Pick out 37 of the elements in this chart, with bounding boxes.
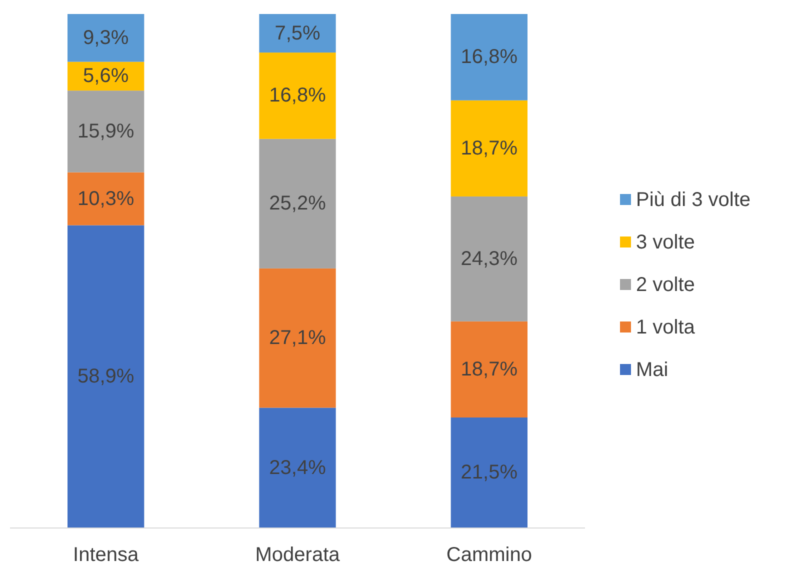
x-tick-label: Intensa [73,544,140,566]
bar [450,100,528,196]
legend-label: Più di 3 volte [636,189,751,211]
bar [68,225,144,528]
data-label: 7,5% [274,22,321,44]
bar [68,172,144,226]
legend-label: Mai [636,359,668,381]
bar [450,14,528,100]
legend-label: 1 volta [636,316,696,338]
data-label: 9,3% [83,26,129,49]
data-label: 25,2% [269,192,326,215]
bar [259,14,336,53]
bar [68,90,144,172]
bar [259,52,336,139]
x-tick-label: Cammino [446,544,532,566]
data-label: 18,7% [460,358,518,380]
data-label: 27,1% [269,327,326,350]
data-label: 15,9% [77,120,134,142]
bar [259,138,336,268]
bar [450,417,528,528]
bar [450,321,528,418]
data-label: 24,3% [460,248,518,270]
data-label: 5,6% [83,65,129,88]
data-label: 58,9% [77,366,134,388]
data-label: 21,5% [460,462,518,484]
bar [259,408,336,528]
data-label: 16,8% [460,46,518,68]
legend-label: 3 volte [636,232,695,254]
data-label: 18,7% [460,137,518,160]
bar [68,14,144,62]
data-label: 10,3% [77,188,134,210]
bar [450,196,528,322]
legend-label: 2 volte [636,274,695,296]
data-label: 16,8% [269,84,326,107]
x-tick-label: Moderata [255,544,341,566]
data-label: 23,4% [269,456,326,479]
bar [259,268,336,408]
